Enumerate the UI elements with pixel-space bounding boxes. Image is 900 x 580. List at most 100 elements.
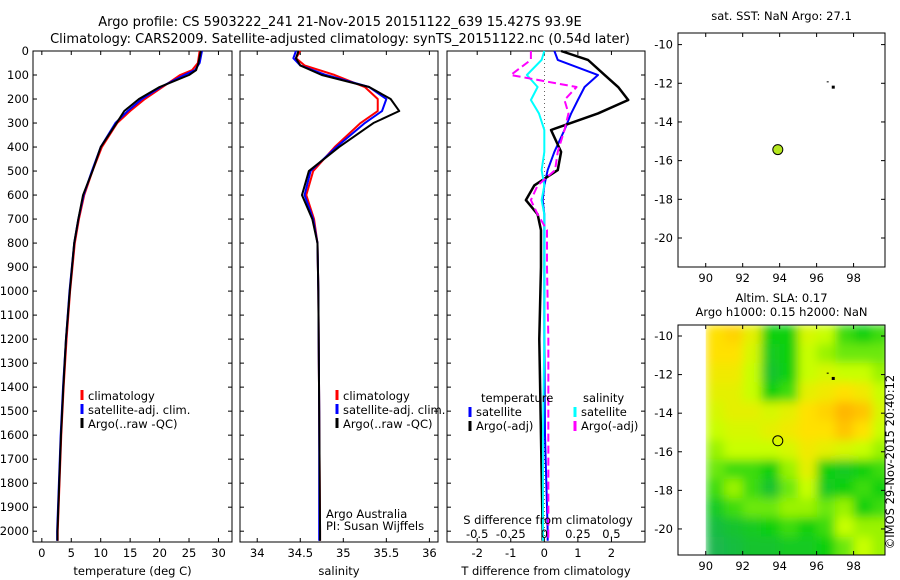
heatmap-cell <box>816 478 836 499</box>
y-tick-label: 800 <box>7 236 29 250</box>
heatmap-cell <box>705 440 725 460</box>
heatmap-cell <box>798 440 818 460</box>
heatmap-cell <box>835 382 855 403</box>
heatmap-cell <box>816 517 836 538</box>
y-tick-label: 1100 <box>0 308 29 322</box>
x-tick-label: 15 <box>123 546 138 560</box>
heatmap-cell <box>724 536 744 555</box>
heatmap-cell <box>872 517 885 538</box>
heatmap-cell <box>872 536 885 555</box>
legend-heading-temperature: temperature <box>481 391 553 405</box>
heatmap-cell <box>705 517 725 538</box>
heatmap-cell <box>835 498 855 518</box>
y-tick-label: 500 <box>7 164 29 178</box>
x-tick-label: 0 <box>541 546 548 560</box>
heatmap-cell <box>853 401 873 422</box>
annotation-pi: PI: Susan Wijffels <box>326 519 424 533</box>
heatmap-cell <box>779 401 799 422</box>
heatmap-cell <box>742 420 762 441</box>
heatmap-cell <box>705 536 725 555</box>
heatmap-cell <box>798 325 818 345</box>
heatmap-cell <box>798 363 818 383</box>
lat-tick-label: -12 <box>654 368 673 382</box>
heatmap-cell <box>761 536 781 555</box>
heatmap-cell <box>835 440 855 460</box>
heatmap-cell <box>872 382 885 403</box>
legend-label: satellite-adj. clim. <box>343 403 445 417</box>
heatmap-cell <box>742 401 762 422</box>
figure-title-line2: Climatology: CARS2009. Satellite-adjuste… <box>50 32 630 47</box>
sla-heatmap <box>678 325 891 580</box>
heatmap-cell <box>779 325 799 345</box>
lat-tick-label: -14 <box>654 406 673 420</box>
heatmap-cell <box>816 459 836 480</box>
plot-axes-box-temperature <box>32 50 233 543</box>
heatmap-cell <box>853 478 873 499</box>
x-tick-label: 36 <box>422 546 437 560</box>
heatmap-cell <box>872 343 885 364</box>
heatmap-cell <box>835 401 855 422</box>
x-tick-label: 1 <box>574 546 581 560</box>
heatmap-cell <box>724 363 744 383</box>
x-tick-label: 34.5 <box>287 546 313 560</box>
heatmap-cell <box>779 363 799 383</box>
heatmap-cell <box>705 420 725 441</box>
heatmap-cell <box>872 440 885 460</box>
argo-position-marker <box>772 144 784 156</box>
heatmap-cell <box>705 363 725 383</box>
track-point <box>826 81 829 83</box>
lat-tick-label: -20 <box>654 231 673 245</box>
s-tick-label: -0.25 <box>496 527 526 541</box>
heatmap-cell <box>816 536 836 555</box>
heatmap-cell <box>724 440 744 460</box>
x-tick-label: -1 <box>505 546 516 560</box>
heatmap-cell <box>853 498 873 518</box>
legend-label: satellite <box>581 405 627 419</box>
heatmap-cell <box>761 382 781 403</box>
heatmap-cell <box>853 517 873 538</box>
heatmap-cell <box>835 536 855 555</box>
x-axis-label: temperature (deg C) <box>73 564 191 578</box>
s-tick-label: -0.5 <box>466 527 488 541</box>
heatmap-cell <box>798 459 818 480</box>
s-tick-label: 0.5 <box>602 527 620 541</box>
lon-tick-label: 98 <box>846 271 861 285</box>
heatmap-cell <box>779 440 799 460</box>
x-tick-label: 20 <box>152 546 167 560</box>
y-tick-label: 700 <box>7 212 29 226</box>
heatmap-cell <box>742 382 762 403</box>
y-tick-label: 1300 <box>0 356 29 370</box>
sla-map-title-line1: Altim. SLA: 0.17 <box>735 291 827 305</box>
copyright-text: ©IMOS 29-Nov-2015 20:40:12 <box>883 375 897 549</box>
y-tick-label: 100 <box>7 68 29 82</box>
legend-label: Argo(..raw -QC) <box>88 417 178 431</box>
y-tick-label: 1600 <box>0 428 29 442</box>
heatmap-cell <box>853 536 873 555</box>
y-tick-label: 1700 <box>0 452 29 466</box>
heatmap-cell <box>872 401 885 422</box>
heatmap-cell <box>853 382 873 403</box>
heatmap-cell <box>742 440 762 460</box>
lat-tick-label: -16 <box>654 154 673 168</box>
heatmap-cell <box>779 420 799 441</box>
heatmap-cell <box>872 556 891 580</box>
lon-tick-label: 96 <box>809 559 824 573</box>
heatmap-cell <box>705 498 725 518</box>
series-line-1 <box>56 50 203 541</box>
heatmap-cell <box>798 478 818 499</box>
diff-series-line-3 <box>509 51 578 541</box>
argo-position-marker <box>772 435 784 447</box>
heatmap-cell <box>705 401 725 422</box>
s-axis-label: S difference from climatology <box>463 513 633 527</box>
heatmap-cell <box>705 459 725 480</box>
legend-label: climatology <box>343 389 410 403</box>
heatmap-cell <box>779 536 799 555</box>
y-tick-label: 1500 <box>0 404 29 418</box>
y-tick-label: 1200 <box>0 332 29 346</box>
heatmap-cell <box>872 325 885 345</box>
heatmap-cell <box>724 420 744 441</box>
heatmap-cell <box>816 363 836 383</box>
heatmap-cell <box>798 517 818 538</box>
y-tick-label: 200 <box>7 92 29 106</box>
heatmap-cell <box>742 459 762 480</box>
